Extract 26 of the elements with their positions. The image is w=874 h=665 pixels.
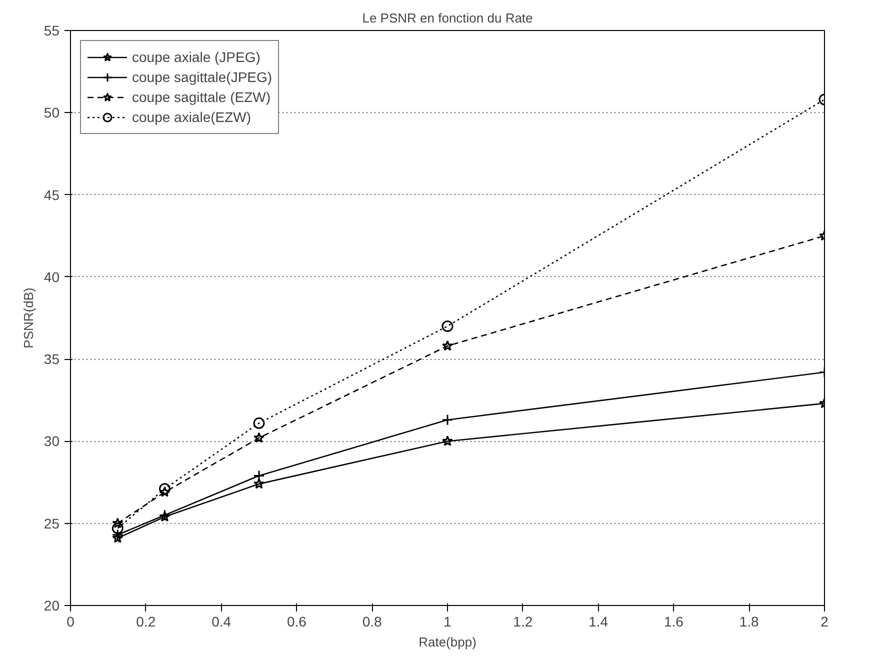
legend-label: coupe sagittale(JPEG): [132, 69, 272, 85]
x-tick-label: 2: [820, 614, 829, 630]
x-tick-label: 0.4: [212, 614, 232, 630]
x-tick-label: 0.6: [286, 614, 307, 630]
y-tick-label: 50: [44, 104, 60, 121]
y-tick-label: 55: [44, 22, 60, 38]
legend-label: coupe axiale(EZW): [132, 109, 252, 125]
x-tick-label: 1.6: [664, 614, 684, 630]
x-tick-label: 1.8: [739, 614, 760, 630]
x-tick-label: 0.2: [136, 614, 156, 630]
chart-title: Le PSNR en fonction du Rate: [362, 10, 533, 26]
x-tick-label: 1.4: [588, 614, 608, 630]
x-tick-label: 0.8: [362, 614, 382, 630]
y-tick-label: 20: [44, 598, 60, 614]
y-tick-label: 25: [44, 515, 60, 532]
y-tick-label: 30: [44, 433, 60, 450]
x-axis-title: Rate(bpp): [418, 634, 476, 650]
x-tick-label: 0: [66, 614, 75, 630]
legend-label: coupe sagittale (EZW): [132, 89, 270, 105]
y-axis-title: PSNR(dB): [20, 288, 36, 348]
x-tick-label: 1.2: [513, 614, 533, 630]
y-tick-label: 35: [44, 351, 60, 368]
y-tick-label: 40: [44, 268, 60, 285]
x-tick-label: 1: [444, 614, 452, 630]
y-tick-label: 45: [44, 186, 60, 203]
legend-label: coupe axiale (JPEG): [132, 49, 260, 65]
